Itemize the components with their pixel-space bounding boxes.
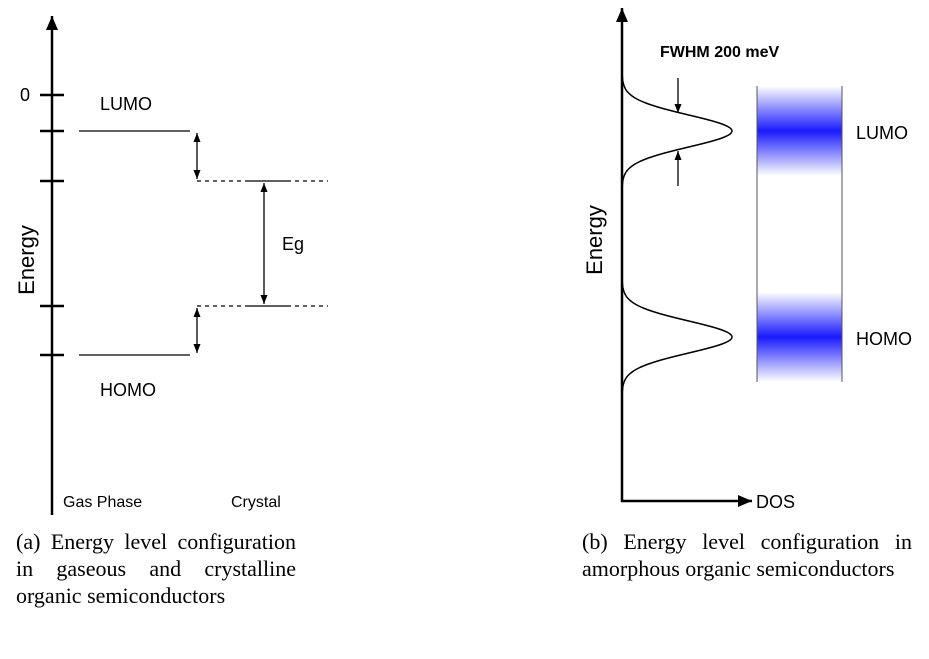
- lumo-dos-curve: [621, 76, 733, 186]
- amorphous-homo-label: HOMO: [856, 329, 912, 349]
- panel-b: Energy DOS FWHM 200 meV LUMO HOMO: [582, 8, 912, 512]
- caption-a: (a) Energy level configuration in gaseou…: [16, 528, 296, 609]
- caption-b-tag: (b): [582, 529, 608, 554]
- panel-b-axis-label: Energy: [582, 205, 607, 275]
- panel-a: 0 Energy LUMO HOMO Eg Gas Phase Crystal: [14, 16, 328, 515]
- gas-lumo-label: LUMO: [100, 94, 152, 114]
- fwhm-label: FWHM 200 meV: [660, 44, 779, 61]
- band-gap-label: Eg: [282, 234, 304, 254]
- gas-phase-label: Gas Phase: [63, 494, 142, 511]
- homo-dos-curve: [621, 282, 733, 392]
- gas-homo-label: HOMO: [100, 380, 156, 400]
- caption-b: (b) Energy level configuration in amorph…: [582, 528, 912, 582]
- panel-a-axis-label: Energy: [14, 225, 39, 295]
- caption-b-text: Energy level configuration in amorphous …: [582, 529, 912, 581]
- homo-band-shading: [757, 292, 842, 382]
- caption-a-tag: (a): [16, 529, 41, 554]
- amorphous-lumo-label: LUMO: [856, 123, 908, 143]
- crystal-label: Crystal: [231, 494, 281, 511]
- panel-a-zero-label: 0: [20, 85, 30, 105]
- dos-axis-label: DOS: [756, 492, 795, 512]
- lumo-band-shading: [757, 86, 842, 176]
- caption-a-text: Energy level configuration in gaseous an…: [16, 529, 296, 608]
